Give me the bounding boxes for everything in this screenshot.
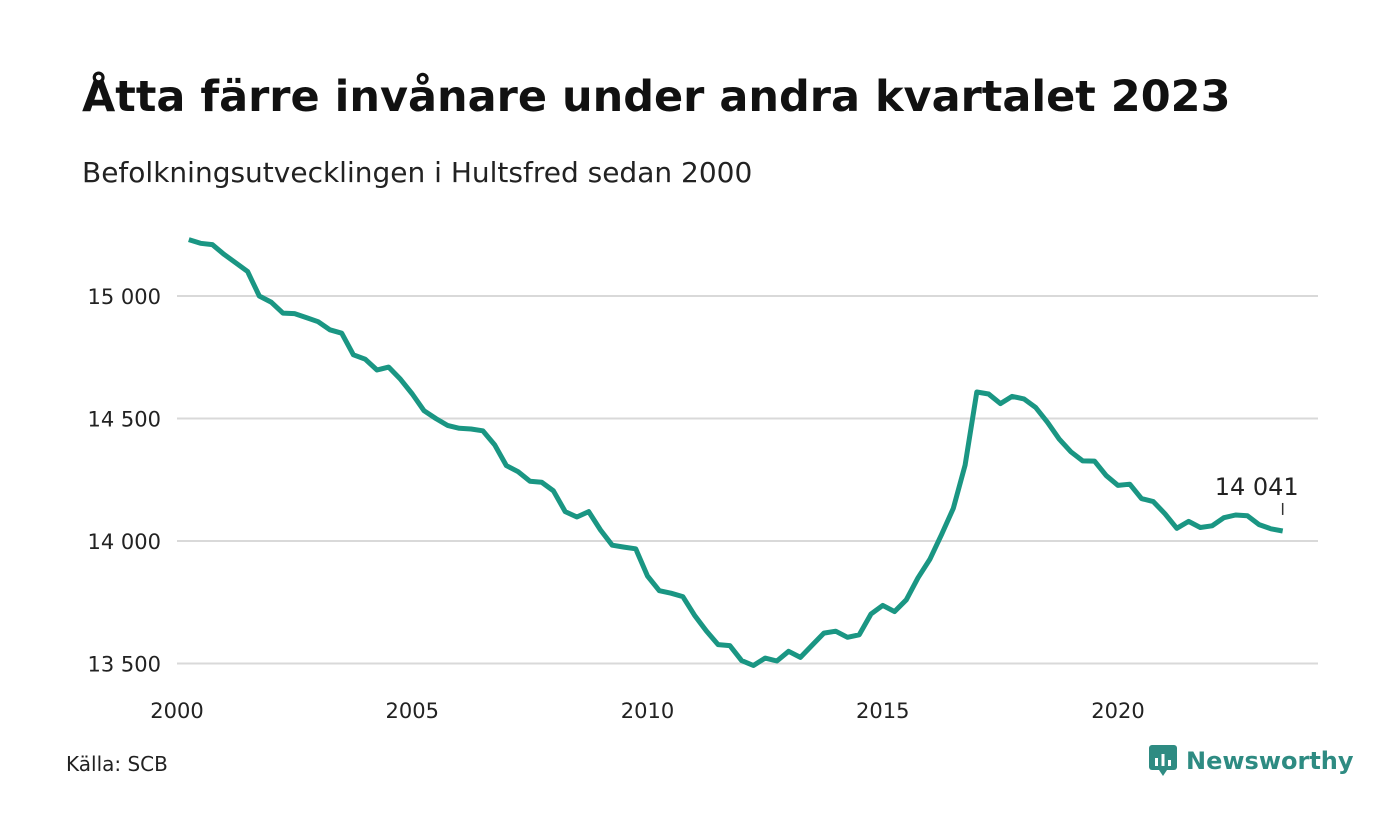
x-tick-label: 2015 — [856, 699, 909, 723]
y-tick-label: 14 500 — [88, 408, 161, 432]
x-tick-label: 2020 — [1091, 699, 1144, 723]
y-axis-ticks: 13 500 14 000 14 500 15 000 — [88, 285, 161, 677]
y-tick-label: 13 500 — [88, 653, 161, 677]
x-tick-label: 2005 — [386, 699, 439, 723]
chart-subtitle: Befolkningsutvecklingen i Hultsfred seda… — [82, 156, 753, 189]
y-tick-label: 14 000 — [88, 530, 161, 554]
y-tick-label: 15 000 — [88, 285, 161, 309]
population-line — [188, 237, 1284, 668]
x-tick-label: 2010 — [621, 699, 674, 723]
chart-title: Åtta färre invånare under andra kvartale… — [82, 72, 1231, 122]
gridlines — [177, 295, 1318, 665]
brand-name: Newsworthy — [1186, 747, 1354, 775]
x-tick-label: 2000 — [150, 699, 203, 723]
source-note: Källa: SCB — [66, 752, 168, 776]
end-value-label: 14 041 — [1215, 473, 1299, 501]
x-axis-ticks: 2000 2005 2010 2015 2020 — [150, 699, 1144, 723]
brand-logo: Newsworthy — [1148, 744, 1354, 778]
newsworthy-logo-icon — [1149, 745, 1177, 776]
